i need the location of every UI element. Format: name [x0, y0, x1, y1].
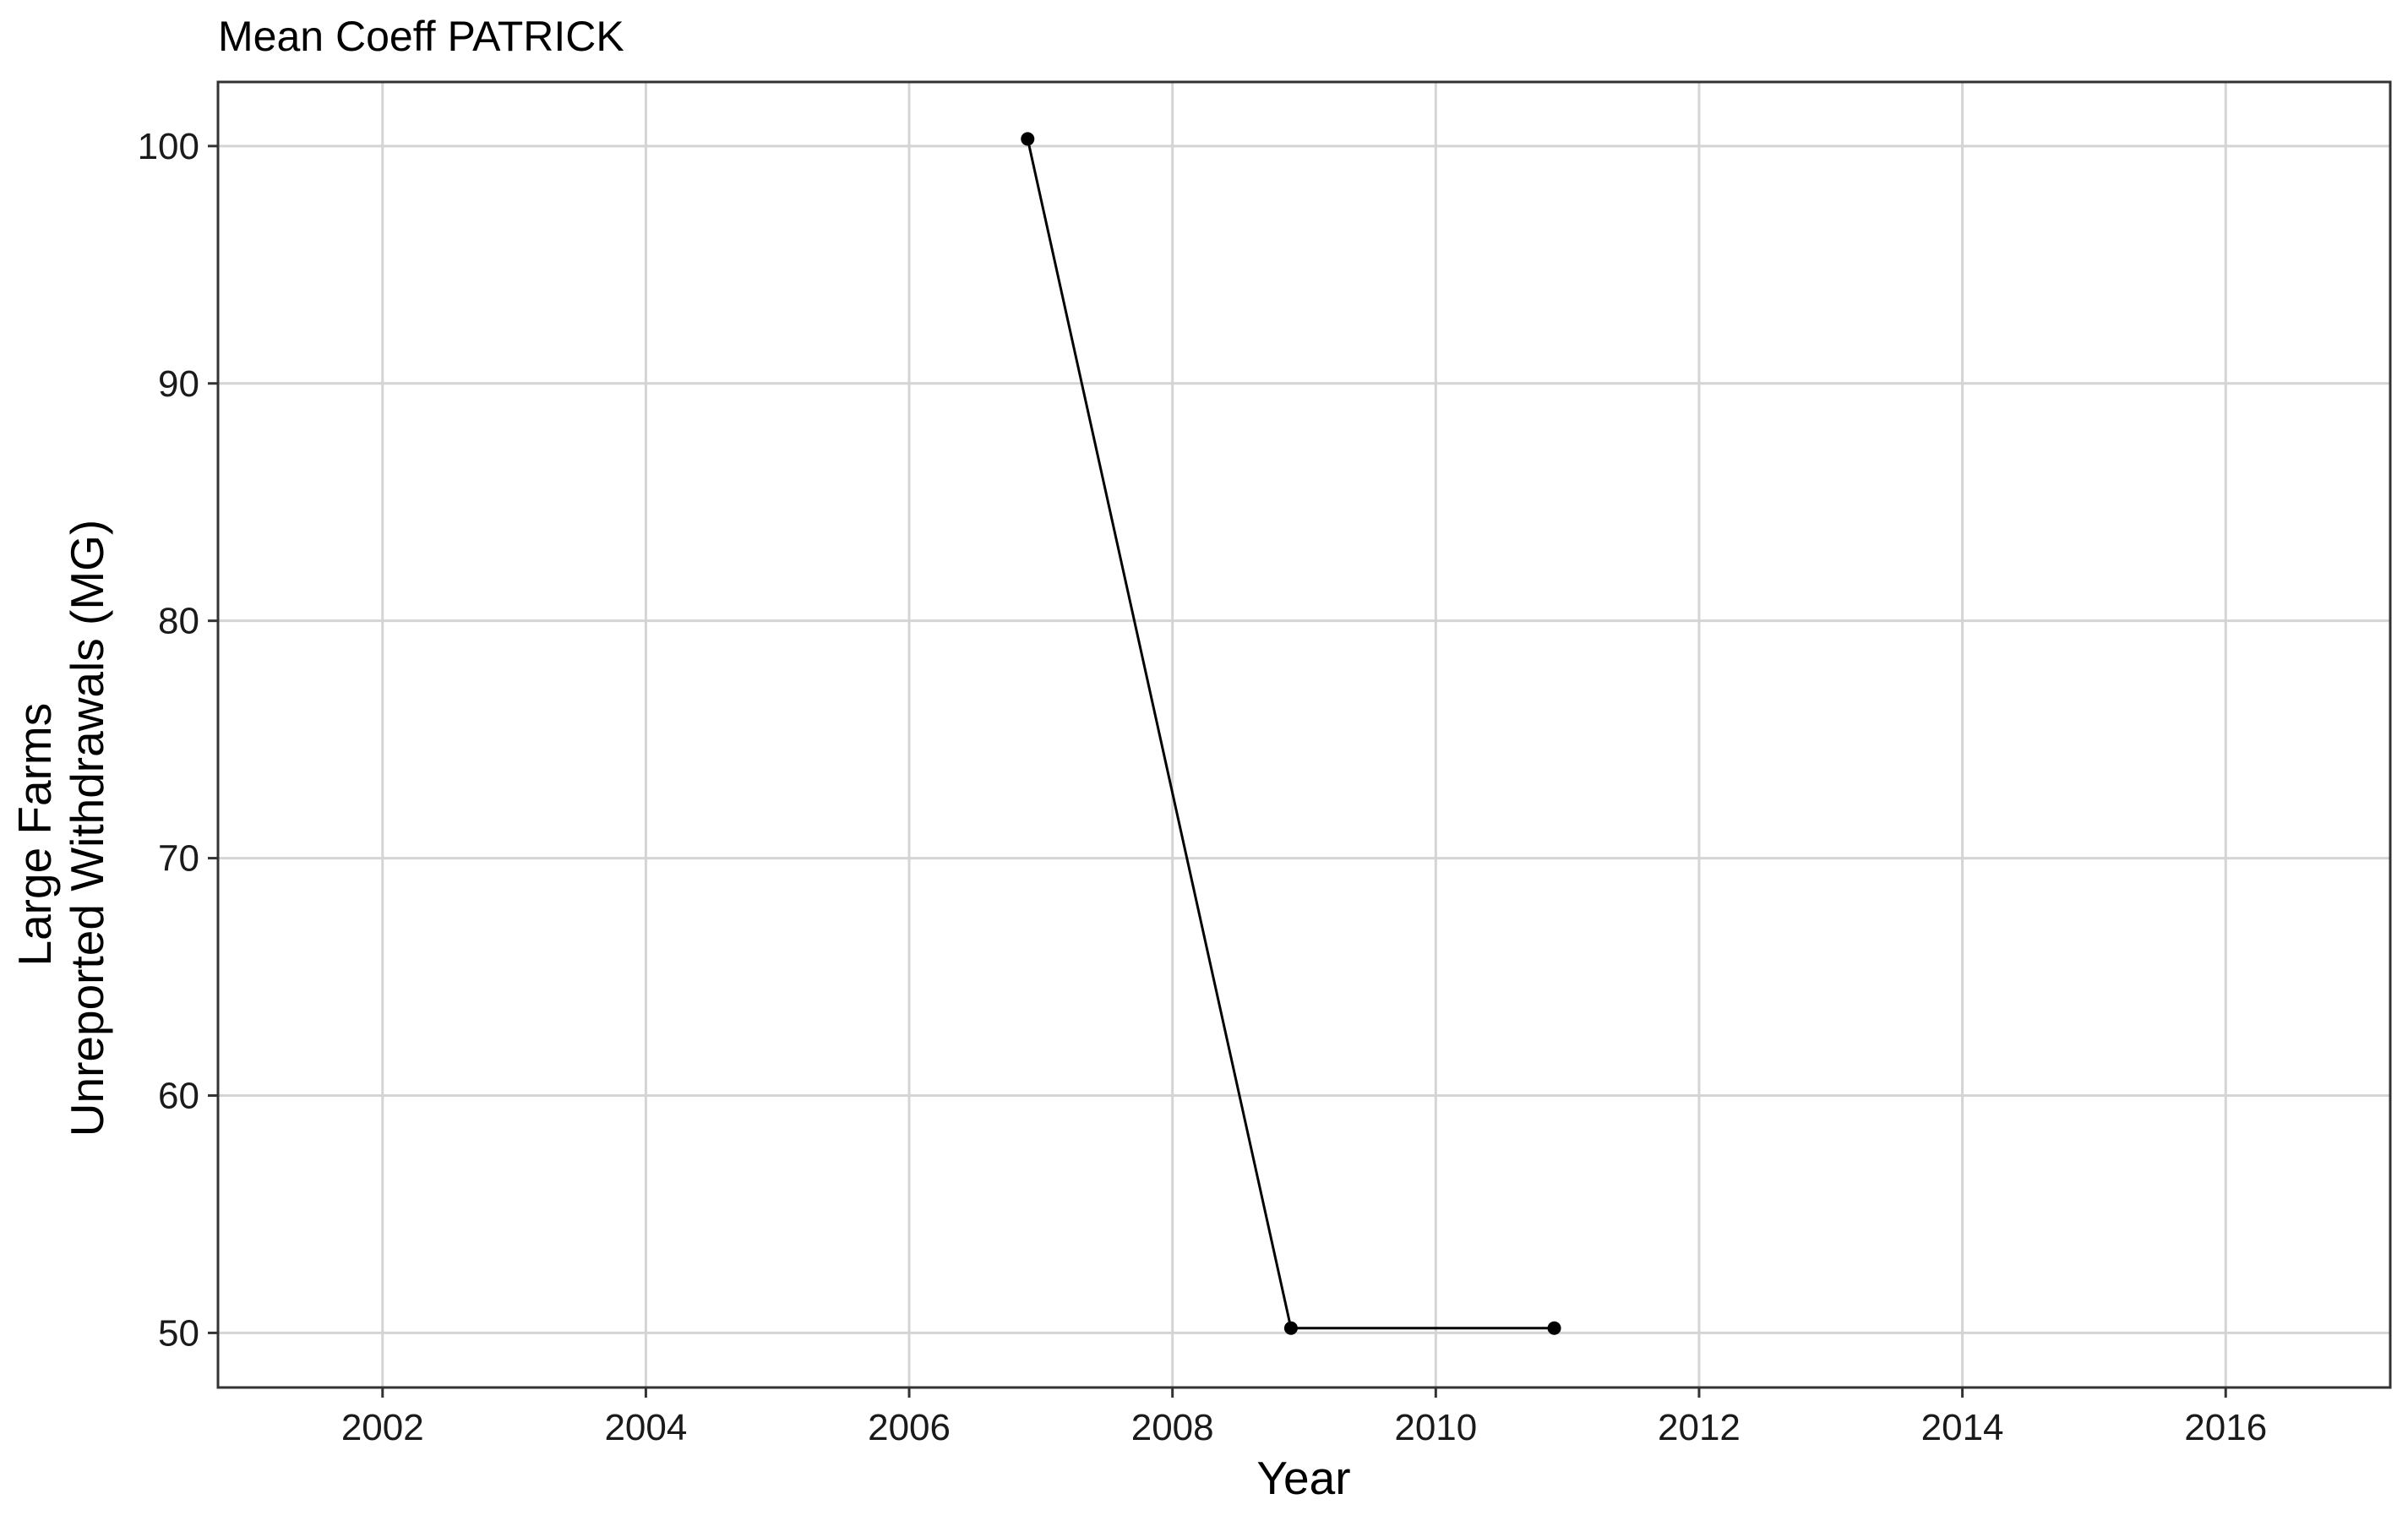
axis-ticks: 2002 2004 2006 2008 2010 2012 2014 2016 50 60 70 80… [138, 126, 2268, 1448]
plot-frame [216, 80, 2392, 1389]
x-tick-label-2002: 2002 [341, 1407, 424, 1448]
chart-title: Mean Coeff PATRICK [218, 13, 624, 60]
x-tick-label-2016: 2016 [2184, 1407, 2267, 1448]
x-tick-label-2004: 2004 [604, 1407, 687, 1448]
y-axis-title-line-1: Large Farms [8, 703, 61, 967]
grid-lines [218, 82, 2390, 1387]
y-tick-label-90: 90 [158, 363, 199, 405]
x-axis-title: Year [1256, 1452, 1350, 1504]
x-tick-label-2008: 2008 [1131, 1407, 1214, 1448]
series-layer [1021, 132, 1561, 1335]
y-tick-label-80: 80 [158, 601, 199, 642]
y-tick-label-70: 70 [158, 838, 199, 880]
data-point-0 [1021, 132, 1035, 146]
y-tick-label-50: 50 [158, 1312, 199, 1354]
y-axis-title-line-2: Unreported Withdrawals (MG) [61, 520, 113, 1137]
y-tick-label-60: 60 [158, 1075, 199, 1116]
x-tick-label-2010: 2010 [1394, 1407, 1477, 1448]
x-tick-label-2012: 2012 [1658, 1407, 1741, 1448]
y-tick-label-100: 100 [138, 126, 199, 167]
series-line-0 [1026, 139, 1555, 1330]
x-tick-label-2006: 2006 [868, 1407, 951, 1448]
data-point-1 [1283, 1321, 1298, 1335]
y-axis-title: Large Farms Unreported Withdrawals (MG) [8, 520, 113, 1137]
data-point-2 [1547, 1321, 1561, 1335]
x-tick-label-2014: 2014 [1921, 1407, 2004, 1448]
